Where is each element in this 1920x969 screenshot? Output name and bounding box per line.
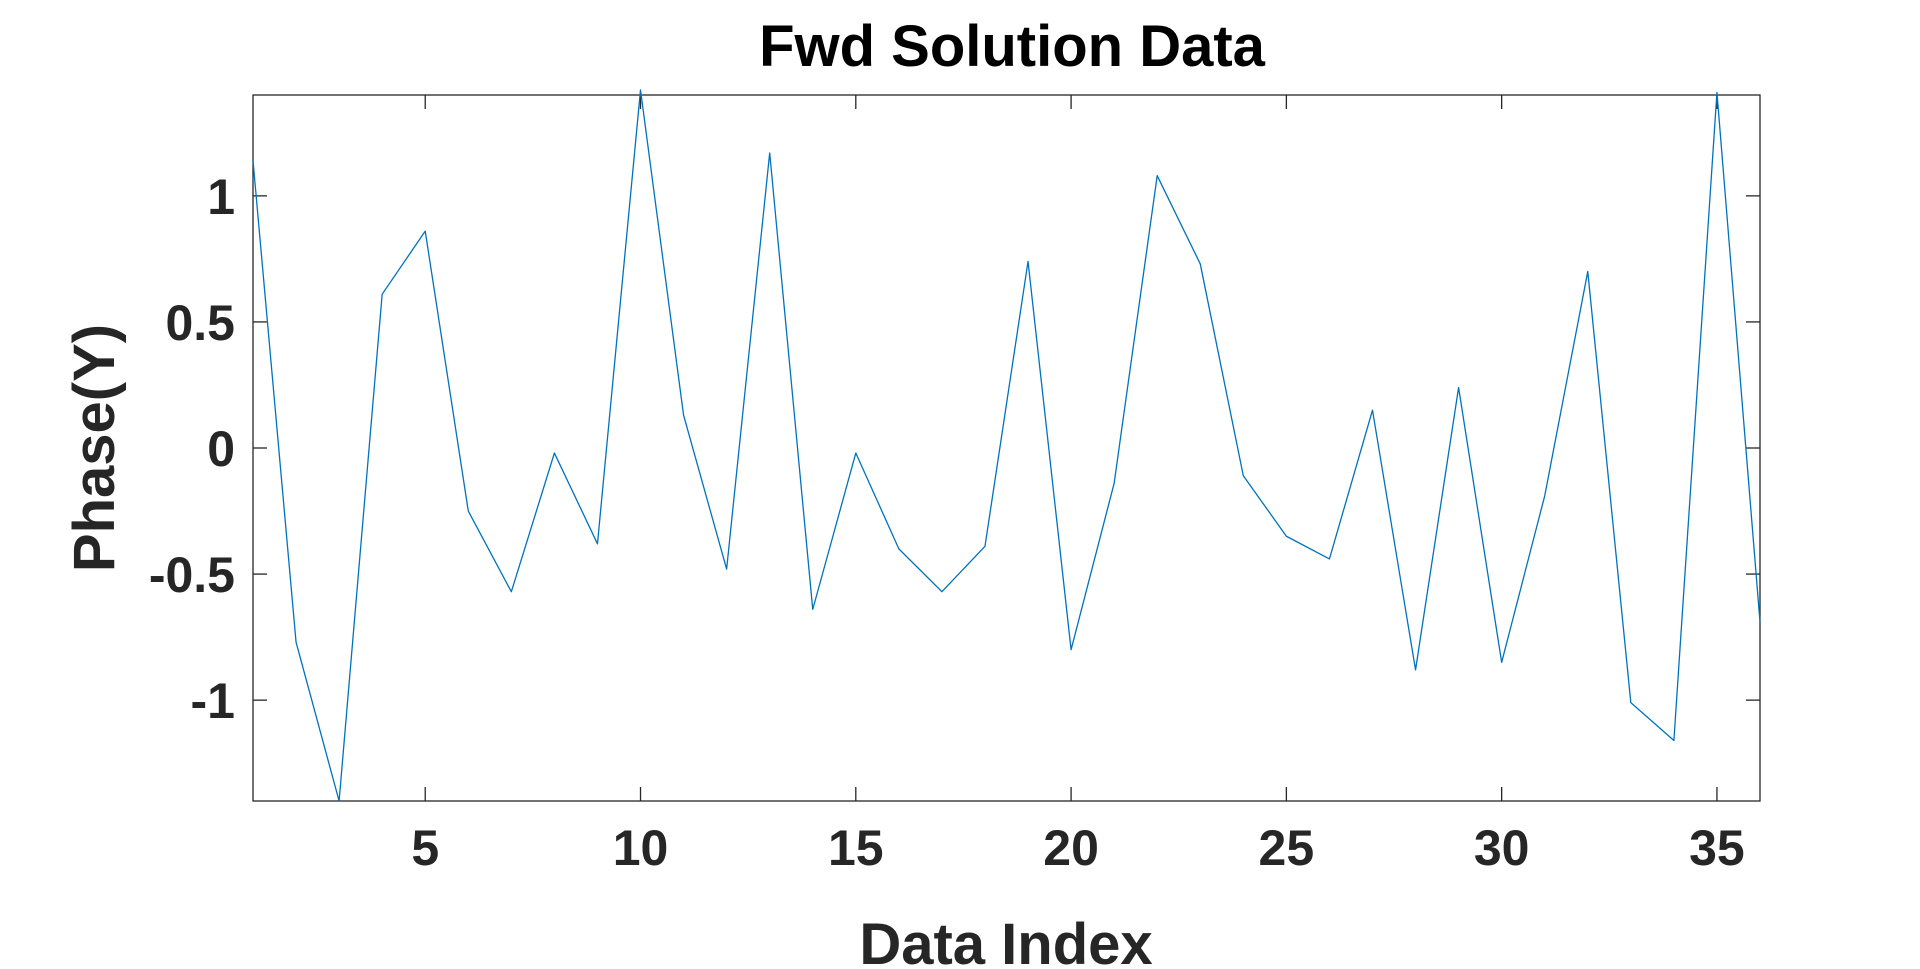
axis-tick-labels: 5 10 15 20 25 30 35 -1 -0.5 0 0.5 1 xyxy=(149,169,1745,876)
y-tick-label: -1 xyxy=(191,673,235,729)
y-tick-label: -0.5 xyxy=(149,547,235,603)
y-tick-label: 0 xyxy=(207,421,235,477)
x-tick-label: 10 xyxy=(613,820,669,876)
x-tick-label: 15 xyxy=(828,820,884,876)
x-axis-label: Data Index xyxy=(859,912,1152,969)
y-axis-label: Phase(Y) xyxy=(62,324,127,572)
x-tick-label: 30 xyxy=(1474,820,1530,876)
x-tick-label: 35 xyxy=(1689,820,1745,876)
x-tick-label: 20 xyxy=(1043,820,1099,876)
x-tick-label: 25 xyxy=(1259,820,1315,876)
x-tick-label: 5 xyxy=(411,820,439,876)
y-tick-label: 1 xyxy=(207,169,235,225)
y-tick-label: 0.5 xyxy=(165,295,235,351)
chart-title: Fwd Solution Data xyxy=(759,14,1266,79)
series-line xyxy=(252,89,1761,802)
plot-area-frame xyxy=(252,94,1761,802)
